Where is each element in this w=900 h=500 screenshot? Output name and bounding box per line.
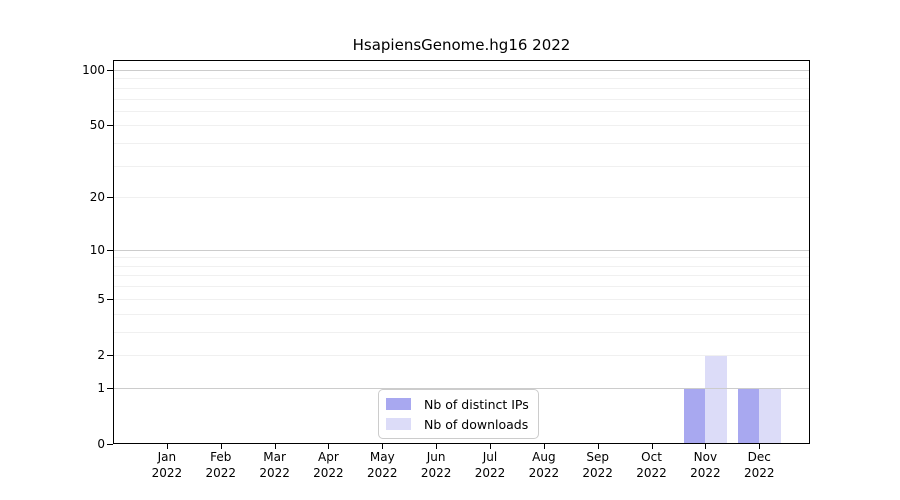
- x-tick-month: Oct: [641, 450, 662, 464]
- y-tick-mark: [107, 355, 113, 356]
- x-tick-year: 2022: [582, 465, 613, 480]
- minor-gridline: [114, 197, 809, 199]
- y-tick-label: 50: [89, 118, 105, 133]
- y-tick-mark: [107, 125, 113, 126]
- x-tick-mark: [221, 444, 222, 449]
- x-tick-year: 2022: [259, 465, 290, 480]
- minor-gridline: [114, 98, 809, 100]
- x-tick-year: 2022: [420, 465, 452, 480]
- x-tick-month: Sep: [586, 450, 609, 464]
- x-tick-mark: [167, 444, 168, 449]
- bar-dec-downloads: [759, 387, 781, 443]
- minor-gridline: [114, 313, 809, 315]
- y-tick-mark: [107, 250, 113, 251]
- x-tick-year: 2022: [205, 465, 237, 480]
- x-tick-label: Feb 2022: [191, 450, 251, 481]
- x-tick-mark: [436, 444, 437, 449]
- minor-gridline: [114, 331, 809, 333]
- legend: Nb of distinct IPs Nb of downloads: [378, 389, 539, 439]
- minor-gridline: [114, 143, 809, 145]
- x-tick-month: Nov: [693, 450, 718, 464]
- x-tick-year: 2022: [474, 465, 506, 480]
- x-tick-mark: [652, 444, 653, 449]
- x-tick-label: Aug 2022: [514, 450, 574, 481]
- x-tick-label: Nov 2022: [675, 450, 735, 481]
- x-tick-month: Dec: [747, 450, 771, 464]
- minor-gridline: [114, 125, 809, 127]
- major-gridline: [114, 387, 809, 389]
- x-tick-month: Feb: [210, 450, 232, 464]
- grid-layer: [114, 61, 809, 443]
- x-tick-month: Jan: [157, 450, 177, 464]
- x-tick-label: Sep 2022: [568, 450, 628, 481]
- minor-gridline: [114, 354, 809, 356]
- x-tick-label: Jan 2022: [137, 450, 197, 481]
- minor-gridline: [114, 110, 809, 112]
- x-tick-label: May 2022: [352, 450, 412, 481]
- legend-swatch-distinct-ips-icon: [386, 398, 411, 410]
- bar-nov-downloads: [705, 354, 727, 443]
- x-tick-month: Apr: [318, 450, 339, 464]
- x-tick-label: Dec 2022: [729, 450, 789, 481]
- x-tick-label: Jul 2022: [460, 450, 520, 481]
- x-tick-year: 2022: [367, 465, 398, 480]
- x-tick-year: 2022: [743, 465, 775, 480]
- minor-gridline: [114, 265, 809, 267]
- y-tick-mark: [107, 70, 113, 71]
- x-tick-mark: [490, 444, 491, 449]
- x-tick-month: Aug: [532, 450, 556, 464]
- y-tick-label: 20: [89, 190, 105, 205]
- x-tick-year: 2022: [636, 465, 667, 480]
- x-tick-month: Jul: [482, 450, 498, 464]
- minor-gridline: [114, 286, 809, 288]
- x-tick-year: 2022: [151, 465, 183, 480]
- x-tick-mark: [328, 444, 329, 449]
- legend-label-downloads: Nb of downloads: [424, 416, 529, 432]
- y-tick-mark: [107, 388, 113, 389]
- x-tick-label: Mar 2022: [245, 450, 305, 481]
- y-tick-label: 100: [82, 63, 105, 77]
- legend-entry-downloads: Nb of downloads: [386, 414, 529, 434]
- bar-dec-distinct-ips: [737, 387, 760, 443]
- major-gridline: [114, 70, 809, 71]
- bar-nov-distinct-ips: [683, 387, 706, 443]
- y-tick-label: 0: [97, 437, 105, 451]
- minor-gridline: [114, 165, 809, 167]
- legend-label-distinct-ips: Nb of distinct IPs: [424, 396, 529, 412]
- y-tick-mark: [107, 197, 113, 198]
- x-tick-month: Jun: [426, 450, 446, 464]
- major-gridline: [114, 249, 809, 251]
- x-tick-mark: [705, 444, 706, 449]
- x-tick-label: Oct 2022: [622, 450, 682, 481]
- x-tick-month: Mar: [263, 450, 286, 464]
- minor-gridline: [114, 275, 809, 277]
- x-tick-mark: [544, 444, 545, 449]
- x-tick-year: 2022: [528, 465, 560, 480]
- minor-gridline: [114, 298, 809, 300]
- minor-gridline: [114, 78, 809, 80]
- x-tick-mark: [759, 444, 760, 449]
- x-tick-mark: [275, 444, 276, 449]
- x-tick-month: May: [369, 450, 395, 464]
- x-tick-label: Jun 2022: [406, 450, 466, 481]
- legend-swatch-downloads-icon: [386, 418, 411, 430]
- y-tick-mark: [107, 444, 113, 445]
- x-tick-year: 2022: [313, 465, 344, 480]
- bar-layer: [114, 61, 809, 443]
- y-tick-label: 10: [89, 242, 105, 257]
- minor-gridline: [114, 87, 809, 89]
- minor-gridline: [114, 257, 809, 259]
- x-tick-year: 2022: [690, 465, 721, 480]
- legend-entry-distinct-ips: Nb of distinct IPs: [386, 394, 529, 414]
- x-tick-mark: [382, 444, 383, 449]
- x-tick-label: Apr 2022: [298, 450, 358, 481]
- plot-area: [113, 60, 810, 444]
- x-tick-mark: [598, 444, 599, 449]
- y-tick-label: 1: [97, 380, 105, 395]
- y-tick-label: 5: [97, 291, 105, 306]
- chart-title: HsapiensGenome.hg16 2022: [352, 36, 571, 54]
- y-tick-mark: [107, 299, 113, 300]
- y-tick-label: 2: [97, 347, 105, 362]
